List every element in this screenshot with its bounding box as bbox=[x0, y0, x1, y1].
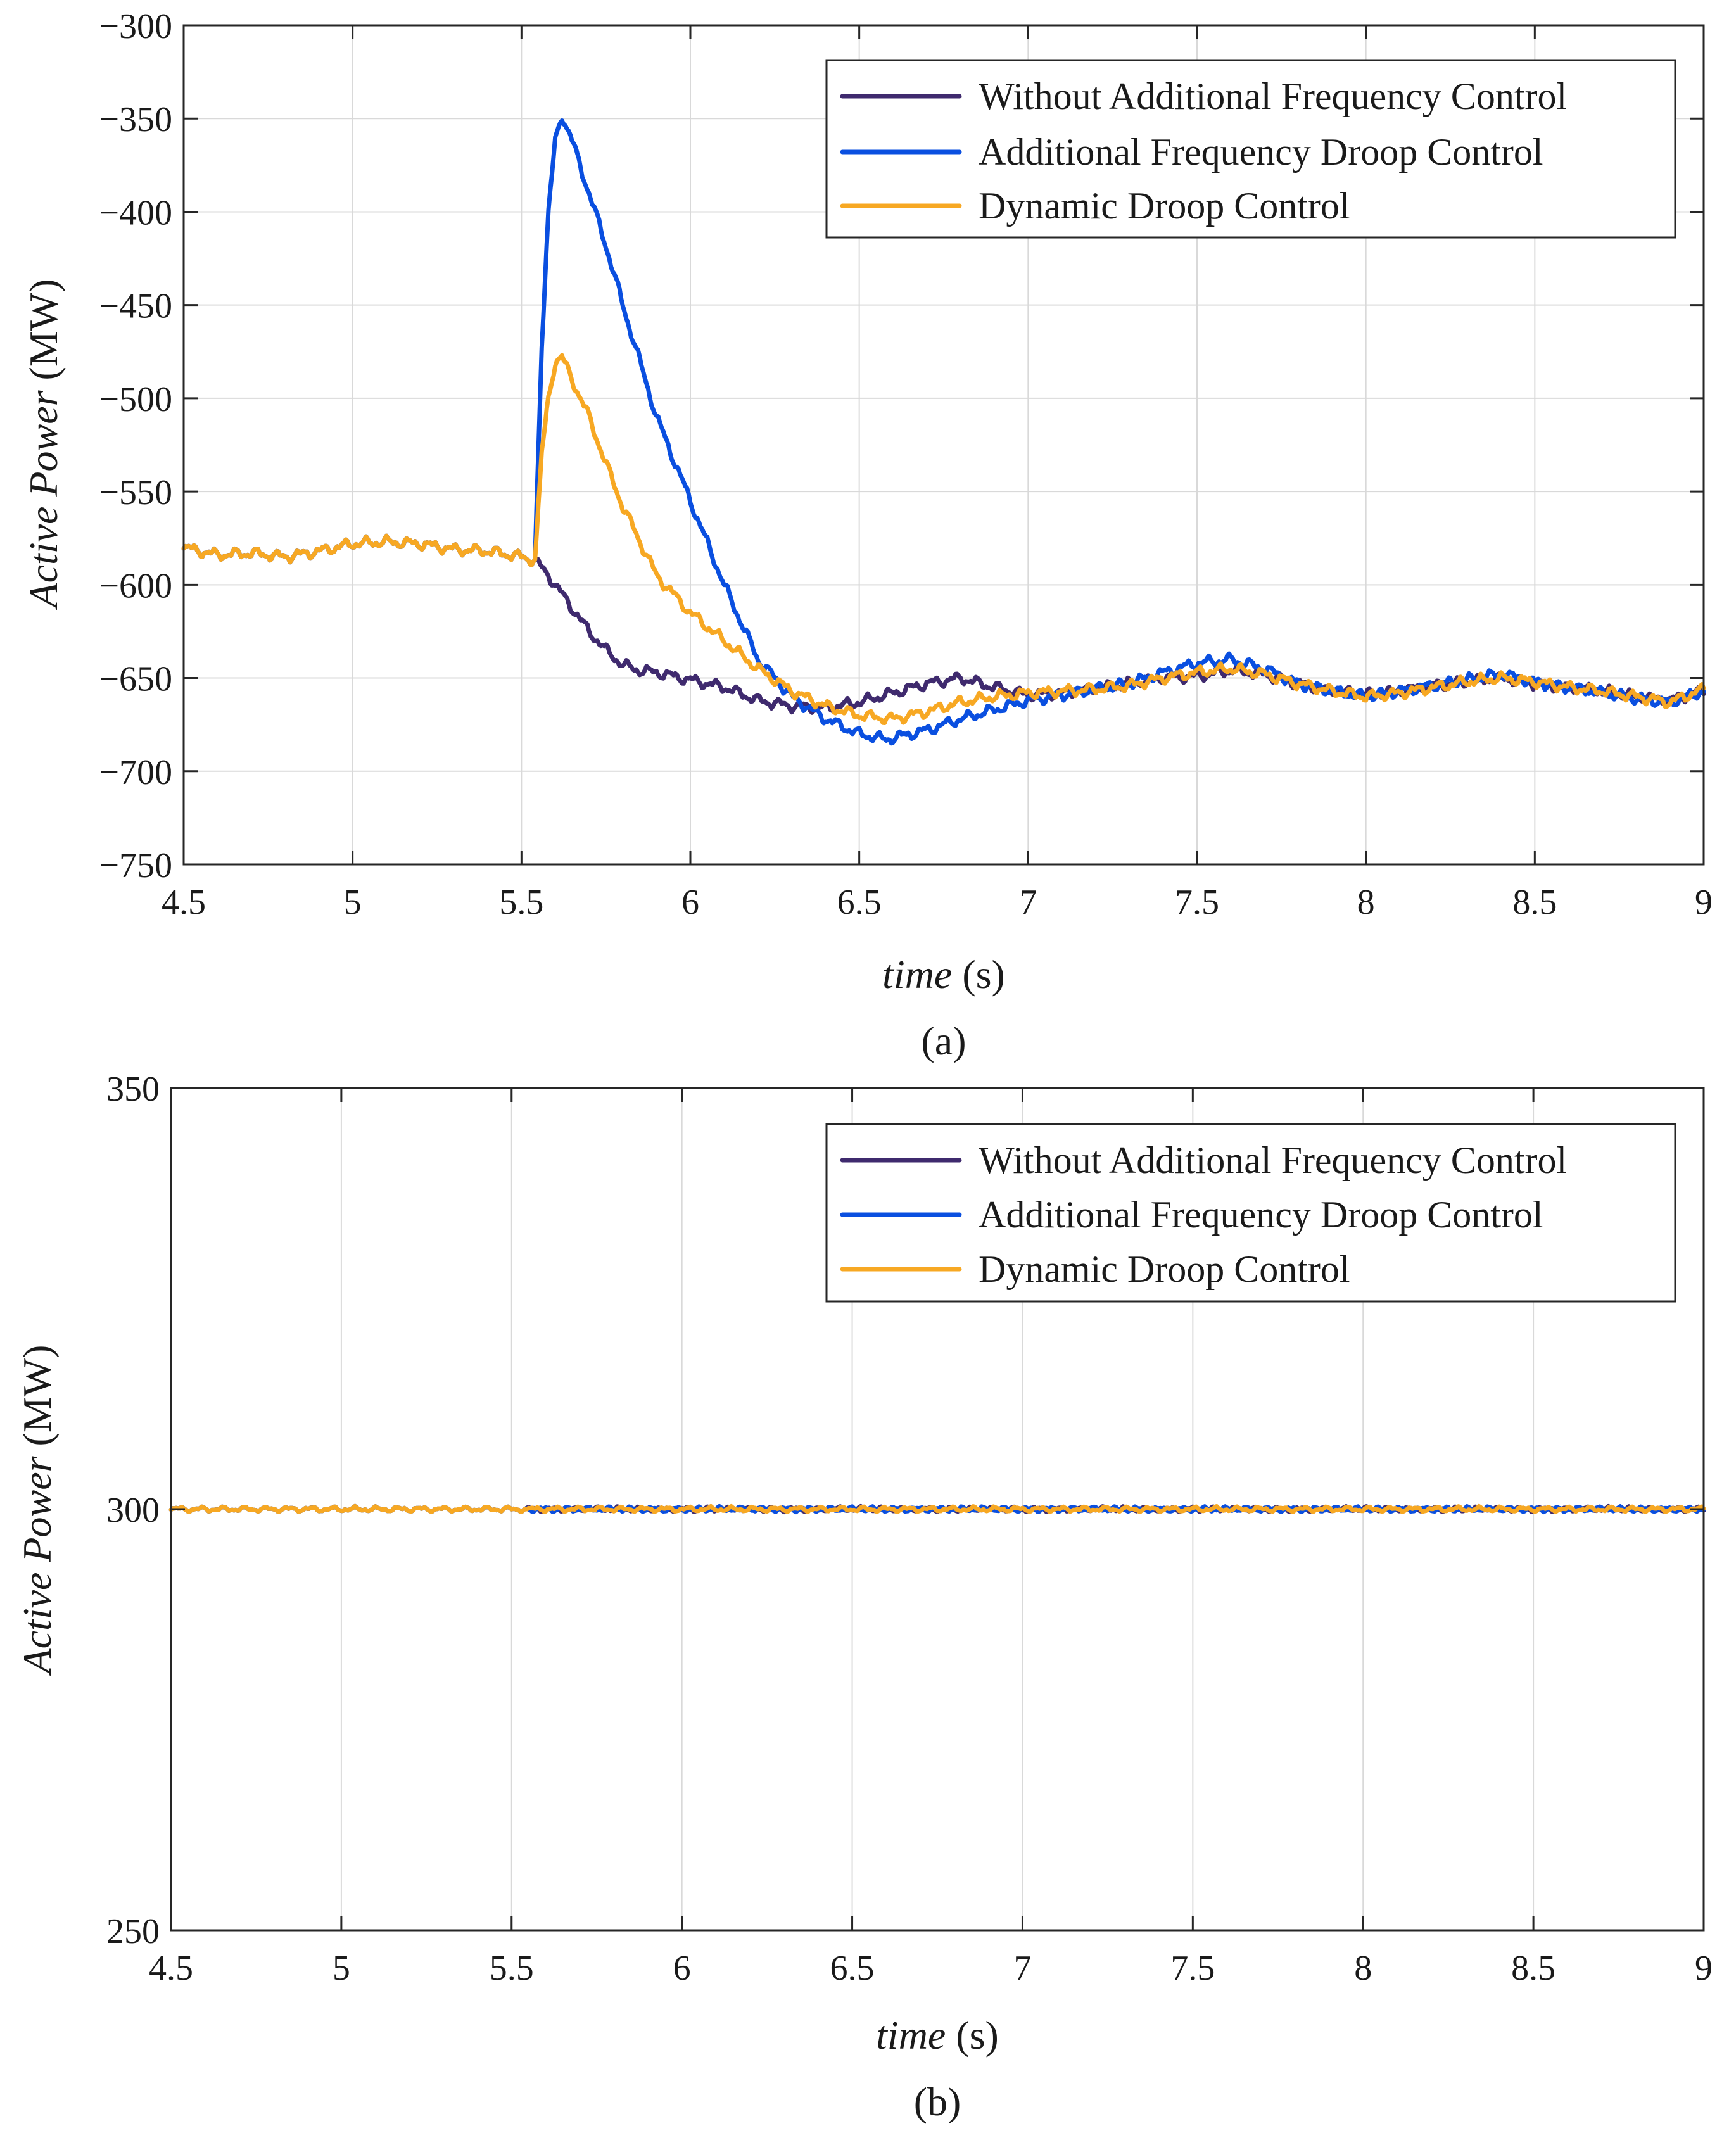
y-tick-label: −400 bbox=[99, 193, 172, 232]
legend-label-droop: Additional Frequency Droop Control bbox=[979, 1194, 1543, 1236]
plot-area-frame bbox=[182, 24, 1705, 866]
series-line-without bbox=[181, 533, 1706, 715]
panel-caption: (a) bbox=[921, 1018, 966, 1063]
y-tick-label: −450 bbox=[99, 287, 172, 326]
x-axis-label-unit: (s) bbox=[962, 952, 1005, 997]
x-tick-label: 8 bbox=[1357, 883, 1375, 922]
x-axis-label-name: time bbox=[876, 2013, 946, 2058]
y-axis-label-name: Active Power bbox=[15, 1455, 60, 1676]
x-tick-label: 7.5 bbox=[1175, 883, 1219, 922]
x-tick-label: 8.5 bbox=[1512, 883, 1557, 922]
y-axis-label-unit: (MW) bbox=[15, 1345, 60, 1446]
series-group bbox=[168, 1503, 1706, 1515]
legend-box bbox=[825, 59, 1676, 239]
y-tick-label: −300 bbox=[99, 7, 172, 46]
series-line-dynamic bbox=[181, 353, 1706, 725]
y-tick-label: 300 bbox=[106, 1491, 160, 1530]
y-tick-label: −750 bbox=[99, 846, 172, 885]
y-tick-label: −550 bbox=[99, 473, 172, 512]
y-tick-labels: −300 −350 −400 −450 −500 −550 −600 −650 −700 −750 bbox=[99, 7, 172, 885]
legend: Without Additional Frequency Control Add… bbox=[825, 59, 1676, 239]
x-tick-label: 8.5 bbox=[1511, 1949, 1555, 1988]
x-tick-label: 5 bbox=[333, 1949, 350, 1988]
y-tick-label: −350 bbox=[99, 100, 172, 139]
panel-caption: (b) bbox=[914, 2079, 961, 2124]
legend-label-without: Without Additional Frequency Control bbox=[979, 1139, 1567, 1181]
x-tick-label: 6.5 bbox=[830, 1949, 875, 1988]
y-tick-label: 350 bbox=[106, 1070, 160, 1109]
x-axis-label: time (s) bbox=[882, 952, 1005, 997]
x-tick-label: 6.5 bbox=[837, 883, 882, 922]
x-tick-labels: 4.5 5 5.5 6 6.5 7 7.5 8 8.5 9 bbox=[162, 883, 1713, 922]
x-axis-label: time (s) bbox=[876, 2013, 999, 2058]
x-tick-label: 5.5 bbox=[490, 1949, 534, 1988]
x-tick-label: 7 bbox=[1013, 1949, 1031, 1988]
legend-box bbox=[825, 1123, 1676, 1303]
x-axis-label-unit: (s) bbox=[956, 2013, 999, 2058]
x-axis-label-name: time bbox=[882, 952, 952, 997]
series-line-dynamic bbox=[168, 1503, 1706, 1514]
y-tick-label: 250 bbox=[106, 1912, 160, 1951]
y-axis-label: Active Power (MW) bbox=[15, 1345, 60, 1676]
y-tick-label: −500 bbox=[99, 380, 172, 419]
legend-label-without: Without Additional Frequency Control bbox=[979, 75, 1567, 117]
chart-panel-a: 4.5 5 5.5 6 6.5 7 7.5 8 8.5 9 −300 −350 −400 −450 −50… bbox=[21, 7, 1713, 1063]
x-tick-label: 4.5 bbox=[149, 1949, 193, 1988]
ticks bbox=[170, 1087, 1705, 1932]
series-group bbox=[181, 118, 1706, 746]
x-tick-label: 5 bbox=[344, 883, 362, 922]
y-tick-label: −600 bbox=[99, 566, 172, 605]
legend-label-dynamic: Dynamic Droop Control bbox=[979, 185, 1350, 227]
x-tick-label: 4.5 bbox=[162, 883, 206, 922]
x-tick-label: 6 bbox=[673, 1949, 691, 1988]
x-tick-label: 7.5 bbox=[1170, 1949, 1215, 1988]
x-tick-label: 8 bbox=[1354, 1949, 1372, 1988]
legend-label-dynamic: Dynamic Droop Control bbox=[979, 1248, 1350, 1290]
x-tick-label: 6 bbox=[681, 883, 699, 922]
y-tick-label: −700 bbox=[99, 753, 172, 792]
x-tick-label: 5.5 bbox=[499, 883, 543, 922]
y-tick-label: −650 bbox=[99, 660, 172, 699]
x-tick-label: 7 bbox=[1019, 883, 1037, 922]
ticks bbox=[182, 24, 1705, 866]
x-tick-label: 9 bbox=[1695, 1949, 1713, 1988]
y-tick-labels: 350 300 250 bbox=[106, 1070, 160, 1951]
y-axis-label: Active Power (MW) bbox=[21, 279, 66, 611]
legend-label-droop: Additional Frequency Droop Control bbox=[979, 131, 1543, 173]
y-axis-label-name: Active Power bbox=[21, 389, 66, 610]
legend: Without Additional Frequency Control Add… bbox=[825, 1123, 1676, 1303]
x-tick-labels: 4.5 5 5.5 6 6.5 7 7.5 8 8.5 9 bbox=[149, 1949, 1713, 1988]
y-axis-label-unit: (MW) bbox=[21, 279, 66, 381]
x-tick-label: 9 bbox=[1695, 883, 1713, 922]
